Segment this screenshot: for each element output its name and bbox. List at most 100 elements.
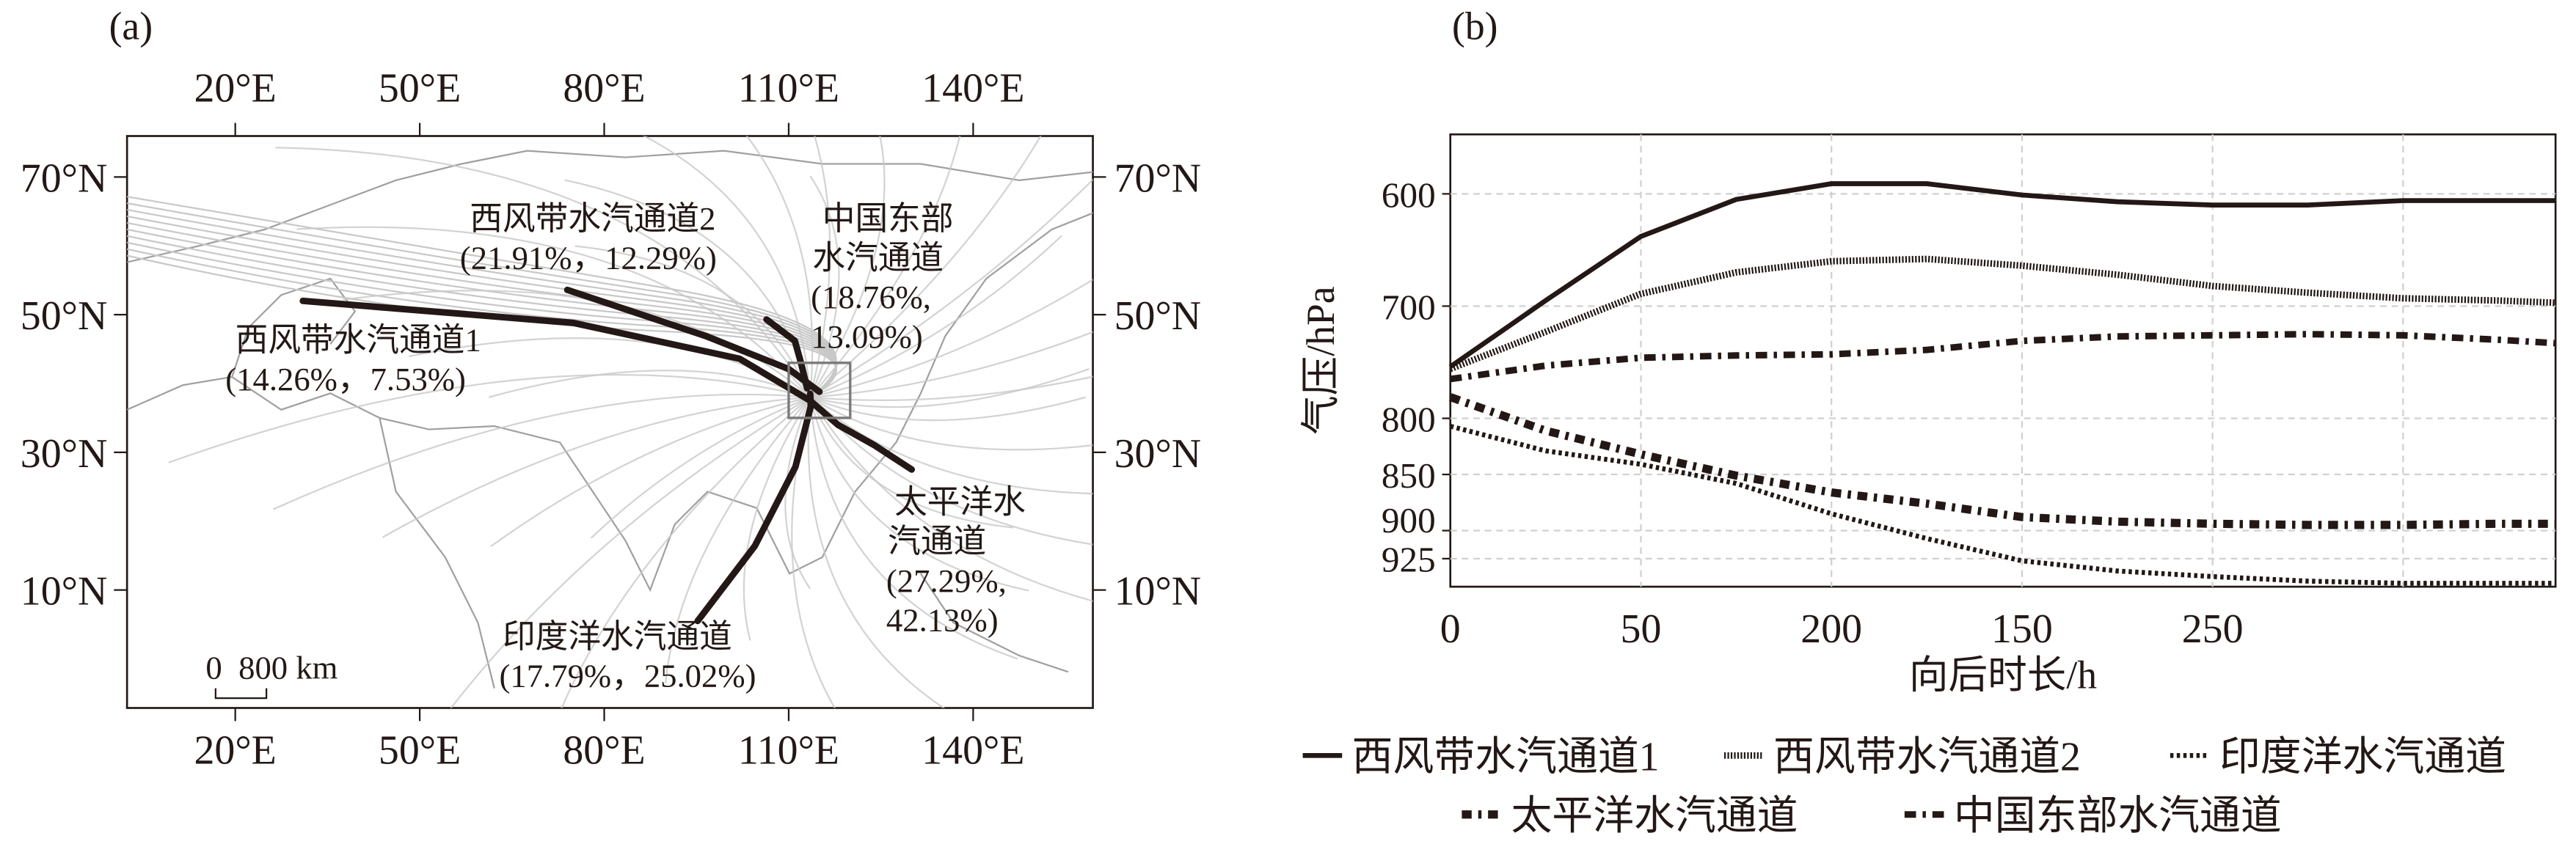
trajectory-line	[809, 136, 831, 398]
trajectory-line	[450, 396, 811, 708]
lon-tick-label-bottom: 140°E	[922, 727, 1024, 773]
legend-label: 西风带水汽通道1	[1352, 734, 1660, 779]
label-westerly-2: 西风带水汽通道2	[470, 200, 715, 237]
lon-tick-label-bottom: 110°E	[738, 727, 839, 773]
lon-ticks: 20°E 20°E 50°E 50°E 80°E 80°E 110°E 110°E 140°E 1…	[194, 66, 1024, 774]
channel-track	[694, 390, 814, 625]
lon-tick-label-top: 110°E	[738, 66, 839, 111]
trajectory-line	[810, 375, 1093, 401]
stats-indian-ocean: (17.79%，25.02%)	[499, 657, 756, 694]
lat-tick-label-right: 70°N	[1114, 155, 1202, 201]
trajectory-bundle	[127, 136, 1093, 708]
legend-label: 西风带水汽通道2	[1773, 734, 2081, 779]
lat-tick-label-left: 70°N	[21, 155, 108, 201]
label-pacific-2: 汽通道	[888, 523, 986, 559]
trajectory-line	[809, 178, 1093, 398]
trajectory-line	[127, 248, 837, 398]
trajectory-line	[590, 396, 811, 539]
trajectory-line	[275, 147, 811, 398]
stats-east-china-2: 13.09%)	[811, 318, 923, 355]
stats-pacific-2: 42.13%)	[886, 601, 999, 638]
legend-label: 太平洋水汽通道	[1511, 793, 1798, 839]
x-tick-label: 250	[2182, 606, 2244, 652]
lon-tick-label-bottom: 20°E	[194, 727, 276, 773]
channel-tracks	[299, 286, 916, 625]
trajectory-line	[272, 393, 811, 510]
x-axis-label: 向后时长/h	[1909, 653, 2097, 697]
series-line	[1448, 393, 2556, 529]
lat-tick-label-right: 10°N	[1114, 569, 1202, 614]
lat-tick-label-right: 30°N	[1114, 431, 1202, 477]
trajectory-line	[809, 397, 1013, 529]
lat-ticks: 70°N 70°N 50°N 50°N 30°N 30°N 10°N 10°N	[21, 155, 1201, 614]
trajectory-line	[809, 397, 1018, 660]
trajectory-line	[810, 367, 1090, 408]
coastline	[919, 573, 1069, 673]
stats-westerly-2: (21.91%，12.29%)	[460, 240, 717, 276]
series-lines	[1448, 181, 2556, 586]
trajectory-line	[561, 396, 811, 708]
trajectory-line	[809, 136, 1042, 398]
y-tick-label: 900	[1382, 500, 1436, 540]
x-ticks: 0 50 200 150 250	[1440, 606, 2244, 652]
series-line	[1450, 331, 2556, 383]
lat-tick-label-right: 50°N	[1114, 293, 1202, 339]
label-indian-ocean: 印度洋水汽通道	[503, 618, 732, 655]
x-tick-label: 0	[1440, 606, 1461, 652]
trajectory-line	[807, 397, 946, 708]
x-tick-label: 200	[1800, 606, 1862, 652]
trajectory-line	[664, 397, 811, 684]
trajectory-line	[488, 370, 811, 398]
lat-tick-label-left: 10°N	[21, 569, 108, 614]
trajectory-line	[809, 396, 1087, 422]
x-tick-label: 150	[1991, 606, 2053, 652]
stats-pacific: (27.29%,	[886, 562, 1007, 599]
trajectory-line	[127, 241, 837, 398]
label-east-china-2: 水汽通道	[812, 240, 944, 276]
trajectory-line	[382, 396, 811, 538]
lon-tick-label-top: 20°E	[194, 66, 276, 111]
trajectory-line	[809, 235, 1062, 398]
panel-b-label: (b)	[1452, 4, 1498, 48]
stats-east-china: (18.76%,	[811, 279, 931, 315]
trajectory-line	[809, 397, 1029, 592]
plot-frame	[1449, 133, 2557, 588]
trajectory-line	[809, 136, 961, 398]
lat-tick-label-left: 30°N	[21, 431, 108, 477]
legend-label: 印度洋水汽通道	[2219, 734, 2506, 779]
coastline	[379, 417, 495, 689]
coastline	[127, 212, 1093, 592]
trajectory-line	[784, 397, 811, 590]
label-westerly-1: 西风带水汽通道1	[236, 321, 481, 358]
trajectory-line	[810, 279, 1093, 398]
trajectory-line	[168, 374, 811, 463]
coastlines	[127, 150, 1093, 689]
lon-tick-label-top: 140°E	[922, 66, 1024, 111]
coastline	[231, 277, 357, 378]
x-tick-label: 50	[1621, 606, 1662, 652]
scale-bar-label: 0 800 km	[205, 649, 337, 686]
y-axis-label: 气压/hPa	[1299, 286, 1343, 435]
stats-westerly-1: (14.26%，7.53%)	[225, 361, 466, 397]
panel-a-label: (a)	[109, 4, 153, 48]
coastline	[127, 150, 1093, 263]
y-tick-label: 925	[1382, 540, 1436, 580]
channel-track	[299, 297, 814, 404]
trajectory-line	[296, 226, 811, 398]
channel-track	[763, 316, 811, 392]
y-tick-label: 850	[1382, 455, 1436, 496]
lon-tick-label-bottom: 50°E	[379, 727, 461, 773]
scale-bar	[214, 688, 268, 700]
y-tick-label: 800	[1382, 399, 1436, 439]
lon-tick-label-top: 50°E	[379, 66, 461, 111]
trajectory-line	[809, 397, 1093, 546]
label-east-china: 中国东部	[822, 200, 954, 237]
channel-track	[806, 397, 916, 473]
y-tick-label: 700	[1382, 287, 1436, 327]
series-line	[1449, 255, 2556, 373]
y-tick-label: 600	[1382, 175, 1436, 215]
